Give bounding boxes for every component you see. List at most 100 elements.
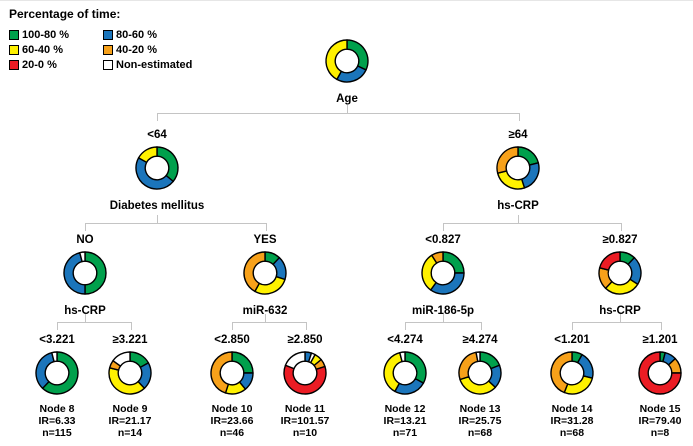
node-stats: Node 12 IR=13.21 n=71 bbox=[384, 403, 427, 439]
node-name: Node 15 bbox=[639, 403, 681, 415]
tree-node-node12: <4.274 Node 12 IR=13.21 n=71 bbox=[353, 333, 457, 439]
sample-size: n=71 bbox=[392, 427, 418, 439]
tree-node-node14: <1.201 Node 14 IR=31.28 n=68 bbox=[520, 333, 624, 439]
donut-segment-green bbox=[442, 251, 465, 274]
donut-chart bbox=[458, 351, 502, 395]
donut-chart bbox=[421, 251, 465, 295]
legend-item: 60-40 % bbox=[9, 44, 97, 56]
tree-node-hscrp-ge0827: ≥0.827 hs-CRP bbox=[568, 233, 672, 317]
sample-size: n=46 bbox=[219, 427, 245, 439]
connector-bracket bbox=[157, 113, 520, 121]
legend-label: 40-20 % bbox=[116, 44, 157, 56]
tree-node-node11: ≥2.850 Node 11 IR=101.57 n=10 bbox=[253, 333, 357, 439]
sample-size: n=8 bbox=[650, 427, 670, 439]
variable-label: miR-186-5p bbox=[412, 305, 474, 317]
donut-chart bbox=[108, 351, 152, 395]
connector-stub bbox=[620, 314, 621, 322]
split-label: <1.201 bbox=[554, 334, 590, 346]
donut-segment-red bbox=[638, 351, 682, 395]
sample-size: n=115 bbox=[42, 427, 72, 439]
donut-chart bbox=[135, 146, 179, 190]
legend-label: 80-60 % bbox=[116, 29, 157, 41]
node-name: Node 8 bbox=[39, 403, 75, 415]
node-stats: Node 15 IR=79.40 n=8 bbox=[639, 403, 682, 439]
donut-segment-orange bbox=[458, 351, 479, 381]
connector-stub bbox=[518, 215, 519, 223]
incidence-rate: IR=21.17 bbox=[108, 415, 152, 427]
connector-bracket bbox=[85, 223, 267, 231]
legend-item: 20-0 % bbox=[9, 59, 97, 71]
node-stats: Node 8 IR=6.33 n=115 bbox=[38, 403, 75, 439]
red-swatch-icon bbox=[9, 60, 19, 70]
donut-segment-orange bbox=[550, 351, 573, 394]
variable-label: hs-CRP bbox=[497, 200, 539, 212]
node-name: Node 14 bbox=[551, 403, 593, 415]
blue-swatch-icon bbox=[103, 30, 113, 40]
donut-segment-white bbox=[399, 351, 406, 363]
legend-label: 100-80 % bbox=[22, 29, 70, 41]
incidence-rate: IR=31.28 bbox=[550, 415, 594, 427]
node-name: Node 9 bbox=[112, 403, 148, 415]
variable-label: Diabetes mellitus bbox=[109, 200, 205, 212]
donut-segment-yellow bbox=[254, 275, 286, 295]
donut-segment-orange bbox=[210, 351, 233, 394]
legend-item: 40-20 % bbox=[103, 44, 192, 56]
donut-segment-orange bbox=[431, 251, 444, 264]
connector-bracket bbox=[405, 322, 482, 330]
legend-item: Non-estimated bbox=[103, 59, 192, 71]
donut-segment-white bbox=[475, 351, 481, 363]
donut-segment-orange bbox=[243, 251, 266, 293]
donut-segment-white bbox=[79, 251, 86, 263]
tree-node-dm-yes: YES miR-632 bbox=[213, 233, 317, 317]
donut-chart bbox=[638, 351, 682, 395]
node-stats: Node 9 IR=21.17 n=14 bbox=[109, 403, 152, 439]
tree-node-age-ge64: ≥64 hs-CRP bbox=[466, 128, 570, 212]
tree-node-age-lt64: <64 Diabetes mellitus bbox=[105, 128, 209, 212]
split-label: <64 bbox=[147, 129, 167, 141]
connector-bracket bbox=[232, 322, 307, 330]
donut-segment-blue bbox=[576, 353, 594, 379]
sample-size: n=68 bbox=[467, 427, 493, 439]
split-label: <0.827 bbox=[425, 234, 461, 246]
connector-stub bbox=[157, 215, 158, 223]
donut-segment-white bbox=[284, 351, 306, 370]
incidence-rate: IR=25.75 bbox=[458, 415, 502, 427]
tree-node-node13: ≥4.274 Node 13 IR=25.75 n=68 bbox=[428, 333, 532, 439]
connector-stub bbox=[443, 314, 444, 322]
node-stats: Node 11 IR=101.57 n=10 bbox=[281, 403, 330, 439]
donut-chart bbox=[63, 251, 107, 295]
split-label: <4.274 bbox=[387, 334, 423, 346]
legend: Percentage of time: 100-80 % 80-60 % 60-40… bbox=[9, 7, 192, 71]
legend-item: 80-60 % bbox=[103, 29, 192, 41]
donut-chart bbox=[325, 39, 369, 83]
donut-segment-green bbox=[41, 351, 79, 395]
donut-segment-green bbox=[84, 251, 107, 295]
split-label: <2.850 bbox=[214, 334, 250, 346]
legend-label: 20-0 % bbox=[22, 59, 57, 71]
donut-segment-yellow bbox=[496, 170, 526, 190]
donut-chart bbox=[598, 251, 642, 295]
donut-chart bbox=[243, 251, 287, 295]
legend-title: Percentage of time: bbox=[9, 7, 121, 21]
donut-segment-blue bbox=[394, 377, 425, 395]
split-label: YES bbox=[253, 234, 277, 246]
split-label: ≥4.274 bbox=[462, 334, 498, 346]
donut-segment-blue bbox=[336, 65, 367, 83]
donut-segment-red bbox=[598, 251, 621, 271]
split-label: <3.221 bbox=[39, 334, 75, 346]
legend-item: 100-80 % bbox=[9, 29, 97, 41]
split-label: ≥1.201 bbox=[642, 334, 678, 346]
legend-grid: 100-80 % 80-60 % 60-40 % 40-20 % 20-0 % Non-e… bbox=[9, 29, 192, 71]
variable-label: hs-CRP bbox=[599, 305, 641, 317]
incidence-rate: IR=79.40 bbox=[638, 415, 682, 427]
donut-segment-yellow bbox=[325, 39, 348, 81]
split-label: ≥2.850 bbox=[287, 334, 323, 346]
legend-label: Non-estimated bbox=[116, 59, 193, 71]
donut-segment-orange bbox=[496, 146, 519, 174]
tree-node-node9: ≥3.221 Node 9 IR=21.17 n=14 bbox=[78, 333, 182, 439]
connector-bracket bbox=[57, 322, 132, 330]
incidence-rate: IR=101.57 bbox=[280, 415, 330, 427]
donut-segment-green bbox=[231, 351, 254, 374]
node-name: Node 10 bbox=[211, 403, 253, 415]
node-name: Node 12 bbox=[384, 403, 426, 415]
